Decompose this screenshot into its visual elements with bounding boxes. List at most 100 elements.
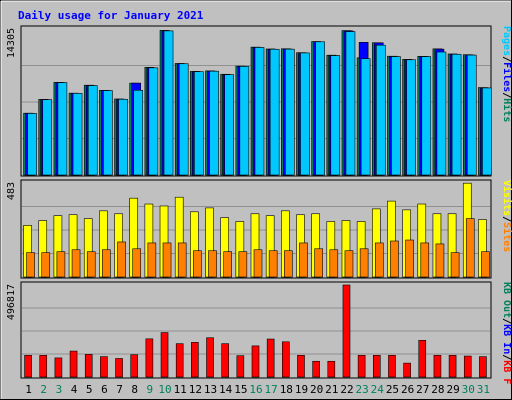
bar-kbf-day-18: [282, 341, 290, 378]
bar-sites-day-5: [86, 251, 96, 278]
x-tick-label: 27: [416, 383, 429, 396]
bar-pages-day-21: [330, 55, 341, 176]
bar-pages-day-10: [163, 30, 174, 176]
x-tick-label: 11: [174, 383, 187, 396]
bar-kbf-day-17: [266, 338, 275, 378]
x-tick-label: 13: [204, 383, 217, 396]
x-tick-label: 29: [446, 383, 459, 396]
bar-sites-day-29: [450, 252, 460, 278]
x-tick-label: 23: [356, 383, 369, 396]
x-tick-label: 9: [147, 383, 154, 396]
bar-kbf-day-16: [251, 345, 260, 378]
bar-pages-day-31: [482, 87, 492, 176]
bar-pages-day-28: [436, 51, 447, 176]
bar-pages-day-13: [209, 70, 219, 176]
x-tick-label: 31: [477, 383, 490, 396]
x-tick-label: 18: [280, 383, 293, 396]
legend-separator: /: [501, 318, 512, 324]
legend-item: Pages: [501, 26, 512, 56]
x-tick-label: 5: [86, 383, 93, 396]
bar-pages-day-14: [224, 74, 234, 176]
bar-kbf-day-6: [100, 356, 108, 378]
bar-sites-day-17: [268, 250, 278, 278]
bar-pages-day-9: [148, 67, 159, 176]
bar-kbf-day-22: [342, 284, 351, 378]
bar-pages-day-30: [466, 54, 477, 176]
bar-kbf-day-7: [115, 358, 123, 378]
bar-pages-day-19: [300, 52, 310, 176]
bar-pages-day-1: [27, 113, 37, 176]
panel-visits: 483 Visits/Sites: [6, 179, 512, 279]
bar-sites-day-25: [390, 240, 399, 278]
bar-kbf-day-29: [448, 355, 457, 378]
bar-kbf-day-1: [24, 355, 32, 378]
legend-separator: /: [501, 354, 512, 360]
x-tick-label: 17: [265, 383, 278, 396]
bar-sites-day-22: [344, 250, 354, 278]
bar-sites-day-7: [117, 241, 126, 278]
bar-kbf-day-14: [221, 343, 229, 378]
bar-kbf-day-3: [54, 357, 63, 378]
x-tick-label: 12: [189, 383, 202, 396]
bar-pages-day-12: [194, 71, 204, 176]
x-tick-label: 20: [310, 383, 323, 396]
bar-pages-day-24: [375, 44, 386, 176]
x-tick-label: 19: [295, 383, 308, 396]
bar-pages-day-22: [345, 31, 356, 176]
bar-kbf-day-5: [84, 354, 93, 378]
chart-title: Daily usage for January 2021: [18, 9, 204, 22]
bar-kbf-day-23: [357, 355, 366, 378]
legend: Pages/Files/Hits: [501, 26, 512, 122]
bar-pages-day-16: [254, 47, 265, 176]
bar-kbf-day-2: [39, 355, 48, 378]
bar-sites-day-27: [420, 242, 430, 278]
legend-item: Sites: [501, 222, 512, 252]
x-tick-label: 8: [131, 383, 138, 396]
bar-pages-day-5: [87, 85, 98, 176]
bar-pages-day-8: [133, 89, 144, 176]
x-tick-label: 15: [234, 383, 247, 396]
bar-pages-day-20: [315, 41, 325, 176]
bar-sites-day-2: [41, 252, 51, 278]
bar-sites-day-23: [359, 248, 369, 278]
bar-sites-day-10: [162, 242, 172, 278]
bar-sites-day-4: [71, 249, 81, 278]
bar-sites-day-9: [147, 242, 157, 278]
bar-kbf-day-30: [463, 355, 472, 378]
bar-sites-day-14: [223, 251, 232, 278]
x-tick-label: 28: [431, 383, 444, 396]
bar-sites-day-19: [299, 242, 308, 278]
legend-item: Visits: [501, 180, 512, 216]
bar-sites-day-24: [374, 242, 384, 278]
x-tick-label: 6: [101, 383, 108, 396]
legend-separator: /: [501, 56, 512, 62]
bar-sites-day-13: [208, 250, 217, 278]
legend-separator: /: [501, 92, 512, 98]
bar-sites-day-6: [102, 249, 111, 278]
panel-kbytes: 496817 KB Out/KB In/KB F: [6, 281, 512, 384]
x-tick-label: 1: [25, 383, 32, 396]
legend-item: /: [501, 216, 512, 222]
bar-pages-day-18: [285, 48, 295, 176]
bar-kbf-day-12: [191, 342, 199, 378]
bar-sites-day-3: [56, 251, 66, 278]
legend-item: KB Out: [501, 282, 512, 318]
bar-sites-day-30: [465, 218, 475, 278]
bar-kbf-day-19: [297, 355, 305, 378]
legend-item: KB F: [501, 360, 512, 384]
x-tick-label: 21: [325, 383, 338, 396]
legend-item: Hits: [501, 98, 512, 122]
bar-sites-day-31: [481, 251, 490, 278]
x-tick-label: 26: [401, 383, 414, 396]
bar-sites-day-26: [405, 239, 414, 278]
x-tick-label: 24: [371, 383, 385, 396]
bar-kbf-day-27: [418, 340, 427, 378]
bar-kbf-day-15: [236, 355, 245, 378]
bar-pages-day-15: [239, 66, 250, 176]
x-tick-label: 14: [219, 383, 233, 396]
bar-pages-day-25: [391, 56, 401, 176]
x-tick-label: 7: [116, 383, 123, 396]
bar-kbf-day-10: [160, 332, 169, 378]
